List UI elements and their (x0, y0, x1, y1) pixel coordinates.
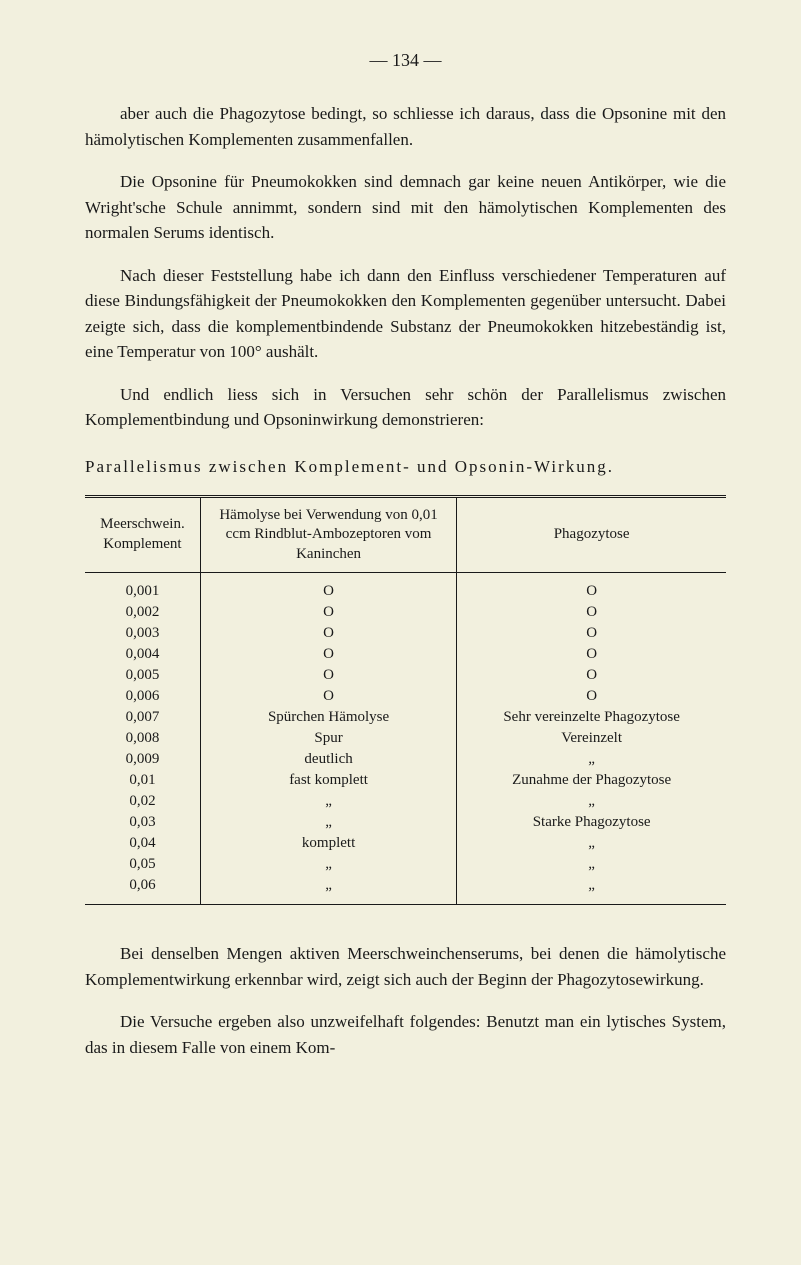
paragraph-3: Nach dieser Feststellung habe ich dann d… (85, 263, 726, 365)
table-cell: Vereinzelt (457, 728, 726, 749)
table-cell: Spürchen Hämolyse (200, 707, 456, 728)
table-cell: O (457, 573, 726, 603)
table-cell: „ (457, 749, 726, 770)
table-row: 0,002OO (85, 602, 726, 623)
table-cell: 0,007 (85, 707, 200, 728)
page-number: — 134 — (85, 50, 726, 71)
table-row: 0,001OO (85, 573, 726, 603)
table-cell: Zunahme der Phagozytose (457, 770, 726, 791)
table-cell: 0,06 (85, 875, 200, 905)
table-cell: „ (457, 791, 726, 812)
table-cell: deutlich (200, 749, 456, 770)
table-cell: fast komplett (200, 770, 456, 791)
table-row: 0,03„Starke Phagozytose (85, 812, 726, 833)
table-cell: 0,01 (85, 770, 200, 791)
table-cell: 0,005 (85, 665, 200, 686)
table-header-row: Meerschwein. Komplement Hämolyse bei Ver… (85, 496, 726, 573)
table-cell: komplett (200, 833, 456, 854)
paragraph-6: Die Versuche ergeben also unzweifelhaft … (85, 1009, 726, 1060)
table-cell: O (457, 686, 726, 707)
table-row: 0,008SpurVereinzelt (85, 728, 726, 749)
table-cell: „ (457, 854, 726, 875)
table-cell: 0,008 (85, 728, 200, 749)
table-cell: „ (200, 854, 456, 875)
table-cell: 0,002 (85, 602, 200, 623)
table-cell: O (200, 665, 456, 686)
table-caption: Parallelismus zwischen Komplement- und O… (85, 457, 726, 477)
table-cell: O (457, 623, 726, 644)
table-header-1: Meerschwein. Komplement (85, 496, 200, 573)
data-table: Meerschwein. Komplement Hämolyse bei Ver… (85, 495, 726, 906)
table-cell: Sehr vereinzelte Phagozytose (457, 707, 726, 728)
paragraph-4: Und endlich liess sich in Versuchen sehr… (85, 382, 726, 433)
table-cell: 0,009 (85, 749, 200, 770)
table-row: 0,01fast komplettZunahme der Phagozytose (85, 770, 726, 791)
table-row: 0,005OO (85, 665, 726, 686)
table-cell: 0,001 (85, 573, 200, 603)
paragraph-1: aber auch die Phagozytose bedingt, so sc… (85, 101, 726, 152)
table-cell: O (200, 573, 456, 603)
table-cell: 0,004 (85, 644, 200, 665)
table-cell: 0,03 (85, 812, 200, 833)
table-cell: „ (457, 875, 726, 905)
table-body: 0,001OO0,002OO0,003OO0,004OO0,005OO0,006… (85, 573, 726, 905)
paragraph-2: Die Opsonine für Pneumokokken sind demna… (85, 169, 726, 246)
table-row: 0,007Spürchen HämolyseSehr vereinzelte P… (85, 707, 726, 728)
table-cell: Starke Phagozytose (457, 812, 726, 833)
table-header-2: Hämolyse bei Verwendung von 0,01 ccm Rin… (200, 496, 456, 573)
table-row: 0,006OO (85, 686, 726, 707)
table-cell: O (200, 644, 456, 665)
table-cell: „ (200, 812, 456, 833)
paragraph-5: Bei denselben Mengen aktiven Meerschwein… (85, 941, 726, 992)
table-cell: O (457, 602, 726, 623)
table-cell: O (200, 686, 456, 707)
table-cell: O (200, 602, 456, 623)
page-container: — 134 — aber auch die Phagozytose beding… (0, 0, 801, 1120)
table-cell: 0,02 (85, 791, 200, 812)
table-row: 0,009deutlich„ (85, 749, 726, 770)
table-cell: O (457, 665, 726, 686)
table-row: 0,003OO (85, 623, 726, 644)
table-cell: „ (457, 833, 726, 854)
table-row: 0,05„„ (85, 854, 726, 875)
table-cell: 0,003 (85, 623, 200, 644)
table-row: 0,04komplett„ (85, 833, 726, 854)
table-header-3: Phagozytose (457, 496, 726, 573)
table-row: 0,004OO (85, 644, 726, 665)
table-cell: Spur (200, 728, 456, 749)
table-row: 0,06„„ (85, 875, 726, 905)
table-cell: 0,04 (85, 833, 200, 854)
table-cell: „ (200, 875, 456, 905)
table-cell: 0,05 (85, 854, 200, 875)
table-row: 0,02„„ (85, 791, 726, 812)
table-cell: „ (200, 791, 456, 812)
table-cell: O (457, 644, 726, 665)
table-cell: 0,006 (85, 686, 200, 707)
table-cell: O (200, 623, 456, 644)
